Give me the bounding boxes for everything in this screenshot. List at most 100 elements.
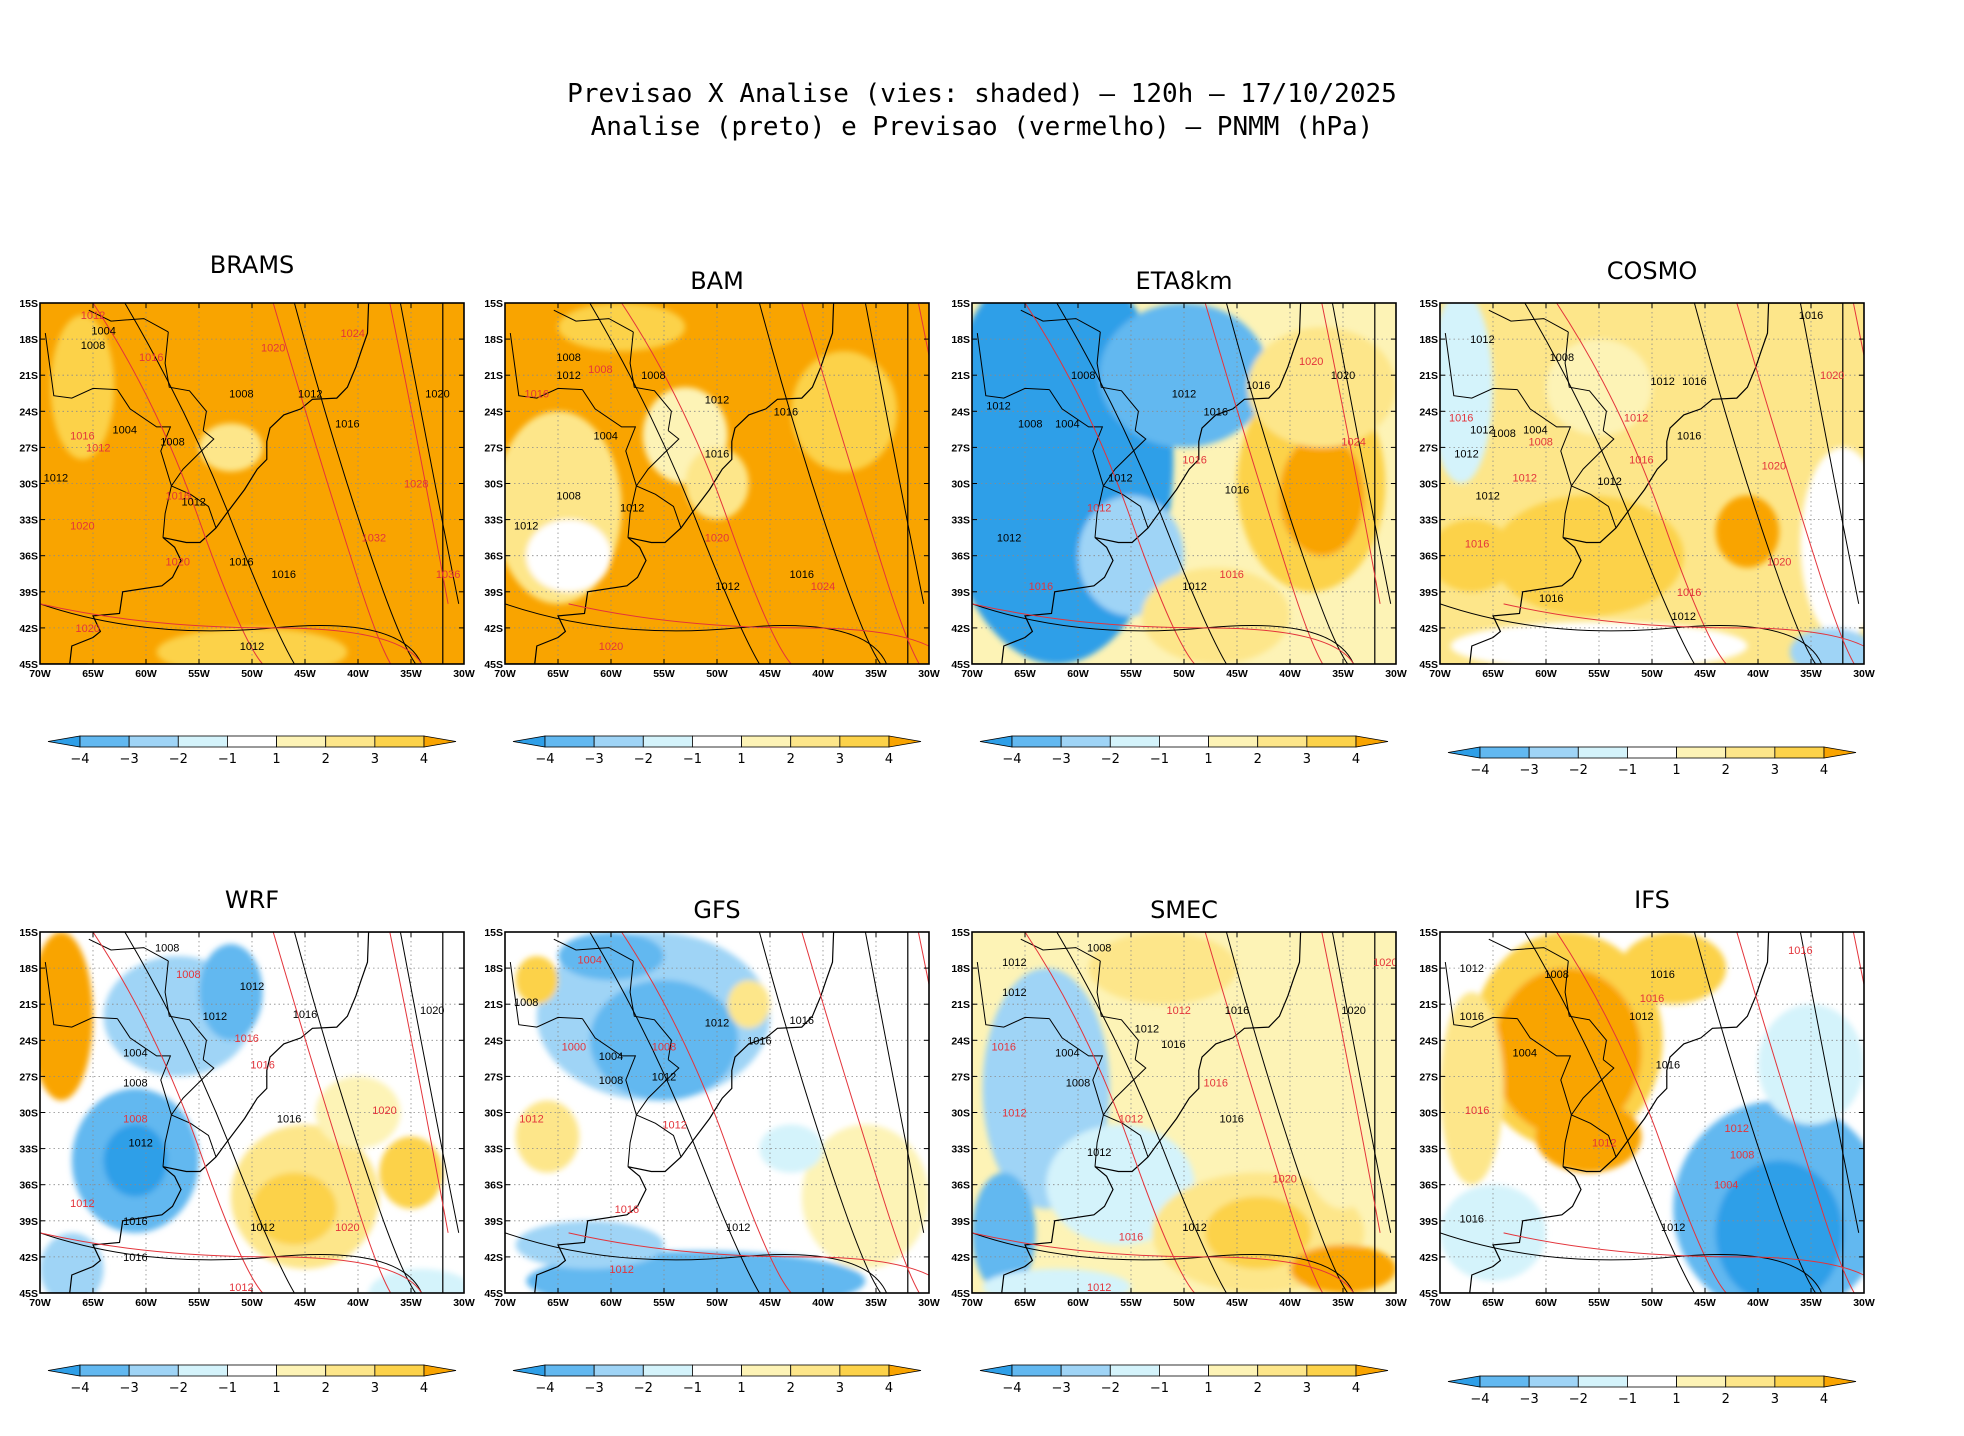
- lon-tick-label: 35W: [400, 668, 422, 680]
- lat-tick-label: 42S: [1419, 1252, 1438, 1264]
- colorbar-bin: [1447, 1375, 1481, 1388]
- lon-tick-label: 35W: [1332, 668, 1354, 680]
- analysis-contour-label: 1012: [240, 641, 264, 653]
- forecast-contour-label: 1008: [588, 364, 612, 376]
- border-line: [1103, 1114, 1149, 1158]
- lat-tick-label: 27S: [951, 1071, 970, 1083]
- coastline: [1440, 932, 1844, 1293]
- lon-tick-label: 70W: [29, 668, 51, 680]
- forecast-isobar: [1503, 603, 1864, 647]
- lat-tick-label: 36S: [19, 551, 38, 563]
- analysis-isobar: [399, 932, 460, 1233]
- border-line: [553, 309, 634, 333]
- forecast-contour-label: 1024: [811, 581, 835, 593]
- bias-region: [379, 1136, 443, 1209]
- forecast-contour-label: 1020: [1767, 557, 1791, 569]
- panel-title: COSMO: [1607, 257, 1697, 285]
- analysis-contour-label: 1016: [790, 1015, 814, 1027]
- colorbar-bin: [1577, 746, 1628, 759]
- lat-tick-label: 21S: [951, 999, 970, 1011]
- analysis-isobar: [864, 303, 925, 604]
- forecast-contour-label: 1016: [1465, 1105, 1489, 1117]
- lon-tick-label: 45W: [759, 1297, 781, 1309]
- lat-tick-label: 33S: [1419, 1144, 1438, 1156]
- forecast-contour-label: 1020: [372, 1105, 396, 1117]
- lat-tick-label: 30S: [484, 479, 503, 491]
- analysis-contour-label: 1004: [1523, 424, 1547, 436]
- analysis-contour-label: 1004: [91, 326, 115, 338]
- lat-tick-label: 21S: [484, 370, 503, 382]
- analysis-contour-label: 1012: [986, 400, 1010, 412]
- colorbar-bin: [979, 735, 1013, 748]
- colorbar-bin: [1627, 1375, 1677, 1388]
- analysis-contour-label: 1008: [1066, 1077, 1090, 1089]
- colorbar-label: 1: [272, 752, 280, 767]
- analysis-contour-label: 1012: [1182, 1222, 1206, 1234]
- bias-region: [759, 1124, 823, 1173]
- analysis-isobar: [399, 303, 460, 604]
- lon-tick-label: 40W: [347, 1297, 369, 1309]
- lon-tick-label: 35W: [1332, 1297, 1354, 1309]
- colorbar-bin: [512, 735, 546, 748]
- coastline: [972, 932, 1376, 1293]
- analysis-contour-label: 1016: [1460, 1213, 1484, 1225]
- colorbar-bin: [888, 1364, 922, 1377]
- lon-tick-label: 70W: [1429, 1297, 1451, 1309]
- border-line: [581, 389, 637, 487]
- analysis-contour-label: 1012: [1002, 957, 1026, 969]
- analysis-contour-label: 1016: [1682, 376, 1706, 388]
- forecast-contour-label: 1016: [166, 491, 190, 503]
- coastline: [505, 932, 909, 1293]
- colorbar-bin: [544, 735, 595, 748]
- map-area: 1012 1008 1016 1012 1016 1004 1016 1016 1012 1016…: [1440, 932, 1864, 1293]
- analysis-contour-label: 1012: [997, 533, 1021, 545]
- analysis-isobar: [505, 603, 888, 664]
- bias-region: [515, 1220, 664, 1269]
- lon-tick-label: 40W: [812, 1297, 834, 1309]
- lat-tick-label: 36S: [484, 1180, 503, 1192]
- forecast-contour-label: 1020: [1373, 957, 1397, 969]
- border-line: [116, 389, 172, 487]
- lat-tick-label: 27S: [19, 442, 38, 454]
- colorbar-label: 3: [371, 752, 379, 767]
- lat-tick-label: 45S: [951, 1288, 970, 1300]
- forecast-contour-label: 1016: [70, 430, 94, 442]
- lat-tick-label: 27S: [951, 442, 970, 454]
- forecast-isobar: [972, 603, 1355, 664]
- lon-tick-label: 50W: [1173, 1297, 1195, 1309]
- analysis-isobar: [293, 932, 433, 1293]
- map-area: 1008 1012 1008 1004 1012 1016 1016 1020 1012 1016…: [972, 303, 1396, 664]
- forecast-contour-label: 1020: [70, 521, 94, 533]
- border-line: [1571, 485, 1617, 529]
- colorbar-bin: [374, 1364, 425, 1377]
- border-line: [1488, 309, 1569, 333]
- analysis-contour-label: 1012: [1460, 963, 1484, 975]
- colorbar-label: 3: [1303, 752, 1311, 767]
- colorbar-label: −2: [169, 752, 188, 767]
- border-line: [509, 333, 583, 399]
- colorbar-label: −4: [70, 752, 89, 767]
- bias-region: [1247, 327, 1396, 448]
- colorbar-bin: [325, 1364, 376, 1377]
- bias-region: [972, 1172, 1036, 1293]
- analysis-contour-label: 1020: [1331, 370, 1355, 382]
- forecast-isobar: [1204, 303, 1343, 664]
- lat-tick-label: 24S: [951, 1035, 970, 1047]
- lon-tick-label: 35W: [865, 668, 887, 680]
- lon-tick-label: 30W: [918, 1297, 940, 1309]
- lon-tick-label: 45W: [1226, 668, 1248, 680]
- analysis-isobar: [1225, 303, 1365, 664]
- border-line: [44, 962, 118, 1028]
- analysis-isobar: [1331, 303, 1392, 604]
- colorbar-label: 3: [1771, 763, 1779, 778]
- lat-tick-label: 39S: [951, 587, 970, 599]
- forecast-contour-label: 1020: [75, 623, 99, 635]
- colorbar-label: 2: [1254, 1381, 1262, 1396]
- forecast-isobar: [1503, 1232, 1864, 1276]
- colorbar-label: 3: [371, 1381, 379, 1396]
- lon-tick-label: 55W: [188, 668, 210, 680]
- forecast-contour-label: 1012: [1087, 503, 1111, 515]
